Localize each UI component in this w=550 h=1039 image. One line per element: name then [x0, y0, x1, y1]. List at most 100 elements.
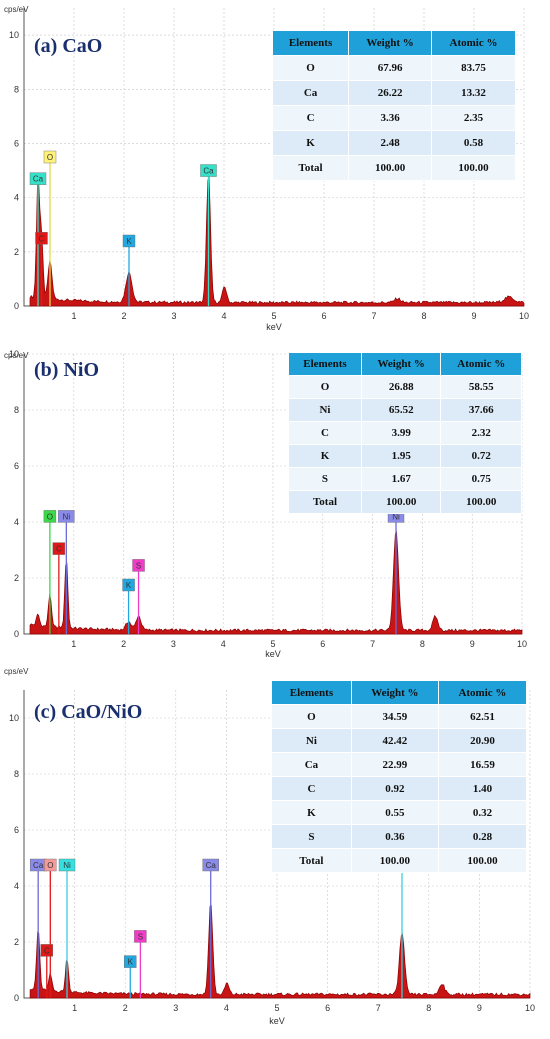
- eds-panel-cao-nio: cps/eV246810012345678910keVCaONiCSKCaNi(…: [0, 660, 550, 1039]
- panel-title: (c) CaO/NiO: [34, 701, 142, 723]
- x-tick-label: 1: [71, 639, 76, 649]
- spectrum-area: [29, 531, 523, 635]
- table-row: Ni 65.52 37.66: [288, 398, 522, 422]
- peak-label: K: [126, 237, 132, 246]
- table-cell: Total: [271, 848, 352, 873]
- table-cell: 1.40: [437, 776, 528, 801]
- peak-label-box: [132, 559, 145, 572]
- peak-label: Ca: [33, 175, 44, 184]
- spectrum-area: [29, 904, 531, 999]
- element-composition-table: Elements Weight % Atomic % O 34.59 62.51 Ni 42.…: [271, 680, 528, 873]
- table-header-cell: Atomic %: [437, 680, 528, 705]
- y-unit-label: cps/eV: [4, 667, 29, 676]
- table-row: O 67.96 83.75: [271, 55, 516, 81]
- peak-label: Ca: [33, 861, 44, 870]
- x-axis-label: keV: [266, 322, 282, 332]
- table-cell: K: [271, 800, 352, 825]
- table-header-cell: Atomic %: [431, 30, 516, 56]
- table-cell: 34.59: [350, 704, 439, 729]
- y-tick-label: 2: [14, 937, 19, 947]
- table-cell: 83.75: [431, 55, 516, 81]
- peak-label-box: [52, 542, 66, 555]
- table-cell: Ca: [271, 80, 350, 106]
- x-axis-label: keV: [269, 1016, 285, 1026]
- table-cell: O: [288, 375, 362, 399]
- table-cell: 62.51: [437, 704, 528, 729]
- table-row: K 1.95 0.72: [288, 444, 522, 468]
- peak-label-box: [43, 150, 57, 164]
- x-tick-label: 3: [173, 1003, 178, 1013]
- peak-label-box: [58, 858, 76, 872]
- peak-label-box: [43, 510, 57, 523]
- table-row: O 26.88 58.55: [288, 375, 522, 399]
- peak-label: C: [56, 545, 62, 554]
- table-cell: 0.72: [440, 444, 522, 468]
- peak-label-box: [29, 172, 47, 185]
- peak-label: K: [128, 958, 134, 967]
- table-cell: K: [271, 130, 350, 156]
- peak-label-box: [44, 858, 57, 872]
- table-cell: 37.66: [440, 398, 522, 422]
- x-tick-label: 8: [421, 311, 426, 321]
- peak-label: O: [47, 861, 53, 870]
- x-tick-label: 4: [224, 1003, 229, 1013]
- table-row: C 3.99 2.32: [288, 421, 522, 445]
- x-tick-label: 3: [171, 639, 176, 649]
- table-cell: 1.95: [360, 444, 442, 468]
- table-header-cell: Weight %: [348, 30, 433, 56]
- peak-label-box: [58, 510, 75, 523]
- x-tick-label: 7: [371, 311, 376, 321]
- x-tick-label: 4: [221, 639, 226, 649]
- table-row: O 34.59 62.51: [271, 704, 528, 729]
- table-row: Ni 42.42 20.90: [271, 728, 528, 753]
- peak-label-box: [122, 234, 136, 248]
- x-tick-label: 2: [121, 639, 126, 649]
- table-cell: 0.28: [437, 824, 528, 849]
- peak-label: C: [39, 234, 45, 243]
- peak-label: Ni: [63, 512, 71, 521]
- y-tick-label: 8: [14, 405, 19, 415]
- eds-panel-nio: cps/eV 2 4 6 8 10 0 1 2 3 4 5 6 7 8 9 10 keV O Ni C S K Ni (b) N…: [0, 338, 550, 660]
- table-cell: 20.90: [437, 728, 528, 753]
- table-cell: 100.00: [348, 155, 433, 181]
- table-cell: 67.96: [348, 55, 433, 81]
- x-tick-label: 2: [121, 311, 126, 321]
- y-tick-label: 10: [9, 30, 19, 40]
- peak-label: Ni: [63, 861, 71, 870]
- table-cell: 0.55: [350, 800, 439, 825]
- table-cell: Ni: [288, 398, 362, 422]
- table-cell: 26.88: [360, 375, 442, 399]
- peak-label: S: [136, 561, 141, 570]
- y-tick-label: 4: [14, 517, 19, 527]
- table-row: Total 100.00 100.00: [271, 155, 516, 181]
- panel-title: (b) NiO: [34, 359, 99, 381]
- y-unit-label: cps/eV: [4, 351, 29, 360]
- peak-label: O: [47, 512, 53, 521]
- table-cell: C: [271, 105, 350, 131]
- x-tick-label: 9: [471, 311, 476, 321]
- y-tick-label: 6: [14, 138, 19, 148]
- x-tick-label: 3: [171, 311, 176, 321]
- peak-label: C: [44, 946, 50, 955]
- y-tick-label: 2: [14, 573, 19, 583]
- table-cell: S: [288, 467, 362, 491]
- x-tick-label: 8: [426, 1003, 431, 1013]
- table-header-row: Elements Weight % Atomic %: [271, 680, 528, 705]
- table-cell: 42.42: [350, 728, 439, 753]
- table-cell: 3.36: [348, 105, 433, 131]
- table-cell: 58.55: [440, 375, 522, 399]
- table-cell: 2.48: [348, 130, 433, 156]
- table-cell: 26.22: [348, 80, 433, 106]
- peak-label: Ca: [206, 861, 217, 870]
- peak-label-box: [35, 232, 48, 245]
- table-row: K 2.48 0.58: [271, 130, 516, 156]
- table-cell: 0.75: [440, 467, 522, 491]
- x-tick-label: 2: [123, 1003, 128, 1013]
- table-row: K 0.55 0.32: [271, 800, 528, 825]
- table-cell: 0.92: [350, 776, 439, 801]
- eds-panel-cao: cps/eV 2 4 6 8 10 0 1 2 3 4 5 6 7 8 9 10 keV O Ca C K Ca (a) Ca…: [0, 0, 550, 338]
- table-row: Total 100.00 100.00: [288, 490, 522, 514]
- table-cell: 2.35: [431, 105, 516, 131]
- y-tick-label: 2: [14, 247, 19, 257]
